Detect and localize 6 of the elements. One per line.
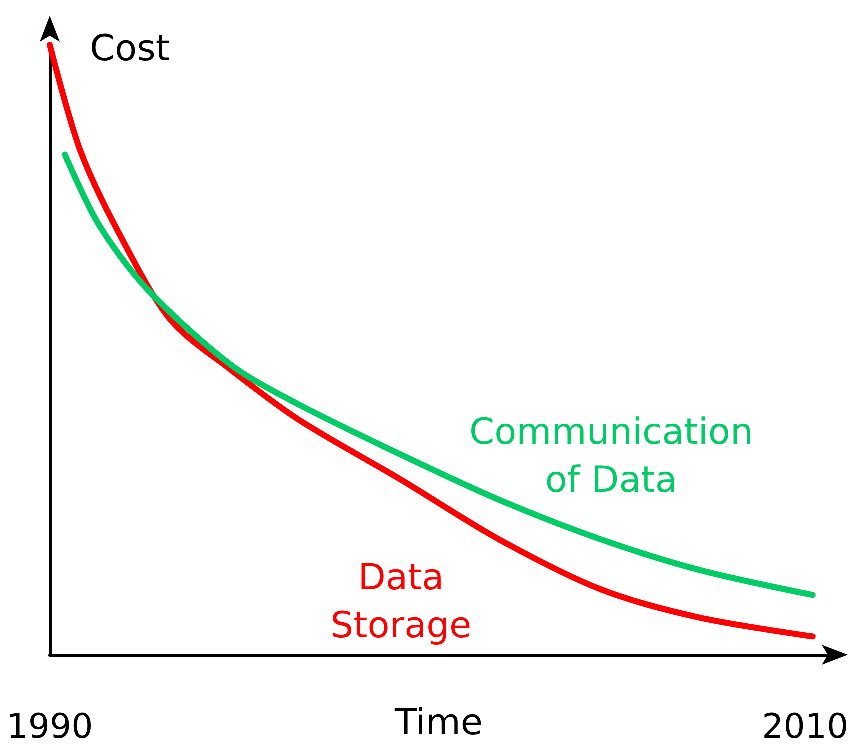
x-axis-title: Time	[394, 702, 484, 744]
series-label: Communication of Data	[470, 412, 754, 502]
x-tick-label: 2010	[762, 707, 849, 747]
x-tick-label: 1990	[6, 707, 94, 747]
y-axis-title: Cost	[90, 28, 170, 70]
series-label: Data Storage	[330, 557, 472, 646]
